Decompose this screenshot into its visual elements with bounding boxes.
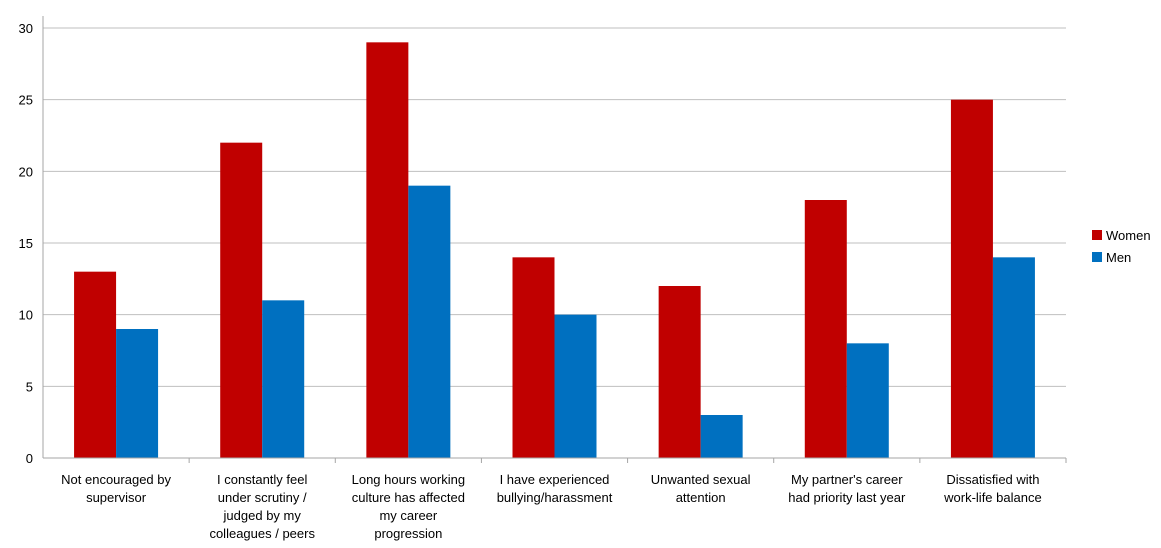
x-category-label-line: Unwanted sexual <box>651 472 751 487</box>
x-category-label: Not encouraged by supervisor <box>61 472 171 505</box>
y-tick-label: 5 <box>26 379 33 394</box>
x-category-label-line: progression <box>374 526 442 541</box>
y-tick-label: 0 <box>26 451 33 466</box>
legend-label-men: Men <box>1106 250 1131 265</box>
x-category-label-line: judged by my <box>223 508 302 523</box>
legend-swatch-women <box>1092 230 1102 240</box>
bar-women <box>658 286 701 458</box>
x-category-label-line: I constantly feel <box>217 472 307 487</box>
x-category-label-line: had priority last year <box>788 490 906 505</box>
x-category-label-line: culture has affected <box>352 490 465 505</box>
x-category-label-line: Dissatisfied with <box>946 472 1039 487</box>
x-category-label-line: colleagues / peers <box>209 526 315 541</box>
x-category-label-line: Long hours working <box>352 472 465 487</box>
gridlines <box>43 27 1066 387</box>
x-category-label: I constantly feel under scrutiny / judged … <box>209 472 315 541</box>
bar-men <box>408 185 451 458</box>
bar-women <box>512 257 555 458</box>
x-category-label-line: work-life balance <box>943 490 1042 505</box>
x-category-label-line: my career <box>379 508 437 523</box>
legend-swatch-men <box>1092 252 1102 262</box>
y-tick-label: 25 <box>19 93 33 108</box>
x-category-label: Dissatisfied with work-life balance <box>943 472 1042 505</box>
x-category-label: Long hours working culture has affected my… <box>352 472 465 541</box>
y-tick-label: 30 <box>19 21 33 36</box>
bar-men <box>992 257 1035 458</box>
bar-men <box>700 415 743 458</box>
bar-men <box>846 343 889 458</box>
x-category-label-line: I have experienced <box>500 472 610 487</box>
x-category-label: Unwanted sexual attention <box>651 472 751 505</box>
x-category-label-line: My partner's career <box>791 472 903 487</box>
x-category-label: I have experienced bullying/harassment <box>497 472 613 505</box>
bar-women <box>220 142 263 458</box>
bar-men <box>262 300 305 458</box>
bar-women <box>804 200 847 458</box>
x-category-label-line: under scrutiny / <box>218 490 307 505</box>
x-category-label-line: bullying/harassment <box>497 490 613 505</box>
bar-men <box>554 314 597 458</box>
x-category-label-line: Not encouraged by <box>61 472 171 487</box>
x-axis: Not encouraged by supervisor I constantly … <box>43 457 1067 541</box>
y-tick-label: 20 <box>19 164 33 179</box>
x-category-label: My partner's career had priority last yea… <box>788 472 906 505</box>
bar-men <box>116 329 159 458</box>
bar-women <box>950 99 993 459</box>
y-tick-label: 15 <box>19 236 33 251</box>
y-axis: 0 5 10 15 20 25 30 <box>19 16 44 466</box>
x-category-label-line: attention <box>676 490 726 505</box>
x-category-label-line: supervisor <box>86 490 147 505</box>
legend-label-women: Women <box>1106 228 1151 243</box>
y-tick-label: 10 <box>19 308 33 323</box>
legend: Women Men <box>1092 228 1151 265</box>
bar-women <box>366 42 409 458</box>
bar-women <box>74 271 117 458</box>
bars <box>74 42 1035 459</box>
